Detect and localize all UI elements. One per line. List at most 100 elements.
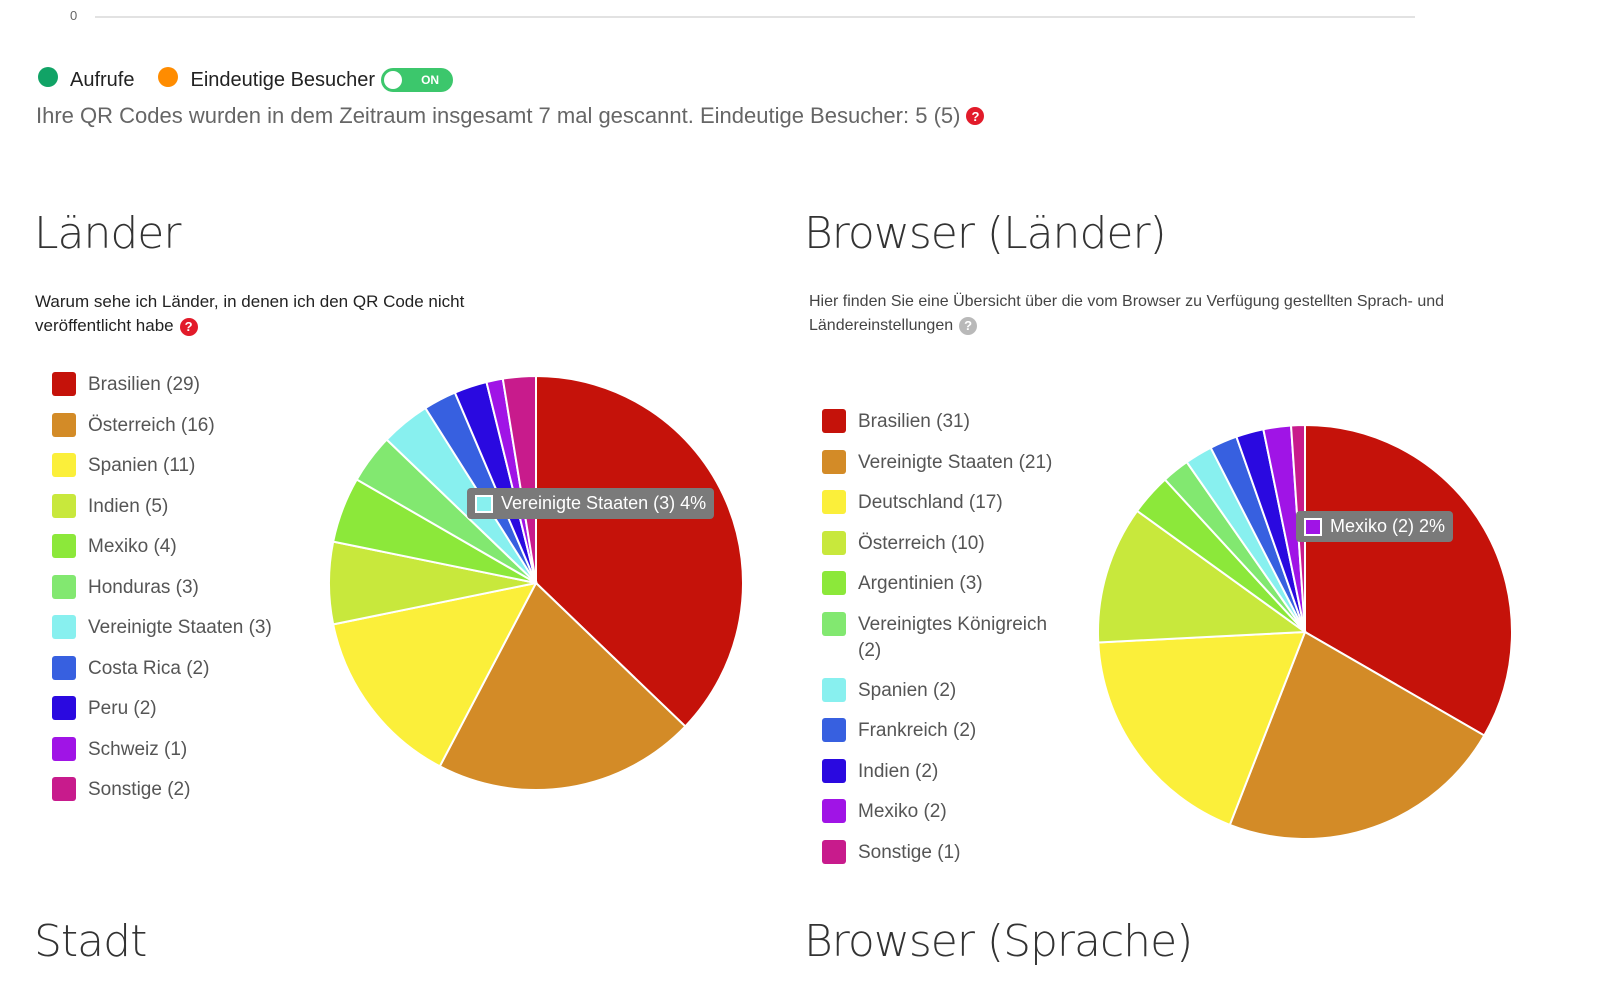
legend-label: Argentinien (3) — [858, 573, 983, 594]
laender-note: Warum sehe ich Länder, in denen ich den … — [35, 290, 505, 338]
legend-item[interactable]: Schweiz (1) — [52, 736, 272, 763]
section-title-stadt: Stadt — [34, 916, 147, 967]
section-title-browser-sprache: Browser (Sprache) — [804, 916, 1193, 967]
help-icon[interactable]: ? — [959, 316, 978, 335]
browser-laender-pie-chart[interactable] — [1097, 424, 1513, 840]
legend-label: Brasilien (31) — [858, 411, 970, 432]
pie-slice[interactable] — [501, 375, 537, 584]
legend-item[interactable]: Vereinigte Staaten (3) — [52, 615, 272, 641]
legend-label: Vereinigte Staaten (21) — [858, 451, 1053, 473]
legend-label: Vereinigte Staaten (3) — [88, 617, 272, 638]
legend-item[interactable]: Sonstige (2) — [52, 777, 272, 803]
legend-swatch-icon — [52, 534, 76, 558]
unique-visitors-toggle[interactable]: ON — [381, 68, 454, 92]
legend-swatch-icon — [52, 493, 76, 518]
legend-swatch-icon — [52, 696, 76, 720]
legend-item[interactable]: Mexiko (4) — [52, 534, 272, 560]
legend-label: Deutschland (17) — [858, 492, 1003, 513]
legend-swatch-icon — [52, 615, 76, 639]
legend-label: Costa Rica (2) — [88, 657, 210, 679]
aufrufe-dot-icon — [38, 67, 58, 87]
legend-swatch-icon — [822, 758, 846, 783]
legend-item[interactable]: Sonstige (1) — [822, 839, 1072, 866]
laender-pie-chart[interactable] — [328, 375, 744, 791]
legend-item[interactable]: Peru (2) — [52, 696, 272, 722]
browser-laender-note-text: Hier finden Sie eine Übersicht über die … — [809, 293, 1445, 334]
legend-item[interactable]: Österreich (16) — [52, 412, 272, 439]
legend-label: Honduras (3) — [88, 576, 199, 598]
legend-swatch-icon — [52, 736, 76, 761]
laender-note-text: Warum sehe ich Länder, in denen ich den … — [35, 292, 465, 335]
y-axis-zero-label: 0 — [70, 8, 78, 23]
legend-item[interactable]: Costa Rica (2) — [52, 655, 272, 682]
legend-swatch-icon — [822, 409, 846, 433]
pie-slice[interactable] — [438, 581, 687, 791]
summary-text: Ihre QR Codes wurden in dem Zeitraum ins… — [36, 103, 961, 128]
chart-tooltip: Vereinigte Staaten (3) 4% — [467, 488, 715, 519]
laender-legend: Brasilien (29) Österreich (16) Spanien (11… — [52, 372, 272, 818]
legend-label: Sonstige (2) — [88, 779, 191, 800]
chart-tooltip: Mexiko (2) 2% — [1296, 511, 1454, 542]
section-title-browser-laender: Browser (Länder) — [804, 208, 1167, 259]
besucher-dot-icon — [158, 67, 179, 87]
pie-slice[interactable] — [1228, 630, 1486, 840]
legend-label: Österreich (16) — [88, 414, 215, 436]
help-icon[interactable]: ? — [966, 107, 985, 125]
legend-item[interactable]: Honduras (3) — [52, 574, 272, 601]
legend-swatch-icon — [52, 777, 76, 801]
legend-item[interactable]: Indien (2) — [822, 758, 1072, 785]
legend-label: Vereinigtes Königreich (2) — [858, 613, 1048, 661]
legend-item[interactable]: Österreich (10) — [822, 530, 1072, 557]
pie-slice[interactable] — [1097, 509, 1308, 644]
x-axis-line — [95, 16, 1415, 18]
legend-item[interactable]: Spanien (2) — [822, 677, 1072, 704]
pie-slice[interactable] — [1304, 424, 1513, 737]
legend-label: Frankreich (2) — [858, 720, 977, 741]
legend-swatch-icon — [822, 799, 846, 823]
legend-swatch-icon — [822, 571, 846, 595]
toggle-knob — [384, 71, 403, 89]
tooltip-swatch-icon — [475, 494, 493, 513]
legend-label: Peru (2) — [88, 698, 157, 719]
legend-label: Österreich (10) — [858, 532, 985, 554]
legend-swatch-icon — [52, 412, 76, 437]
legend-item[interactable]: Deutschland (17) — [822, 490, 1072, 516]
legend-label: Indien (2) — [858, 760, 939, 782]
legend-item[interactable]: Argentinien (3) — [822, 571, 1072, 597]
browser-laender-legend: Brasilien (31) Vereinigte Staaten (21) Deu… — [822, 409, 1072, 880]
legend-swatch-icon — [822, 677, 846, 702]
legend-item[interactable]: Vereinigtes Königreich (2) — [822, 611, 1072, 664]
legend-swatch-icon — [52, 655, 76, 680]
timeline-legend: Aufrufe Eindeutige Besucher ON — [38, 66, 454, 94]
scan-summary: Ihre QR Codes wurden in dem Zeitraum ins… — [36, 103, 985, 129]
legend-swatch-icon — [822, 530, 846, 555]
legend-item[interactable]: Frankreich (2) — [822, 718, 1072, 744]
legend-eindeutige-besucher[interactable]: Eindeutige Besucher — [190, 68, 376, 91]
section-title-laender: Länder — [34, 208, 181, 259]
legend-item[interactable]: Brasilien (29) — [52, 372, 272, 398]
pie-slice[interactable] — [332, 581, 538, 768]
legend-swatch-icon — [822, 611, 846, 636]
tooltip-text: Mexiko (2) 2% — [1330, 516, 1446, 536]
legend-label: Spanien (2) — [858, 679, 957, 701]
legend-label: Brasilien (29) — [88, 374, 200, 395]
legend-aufrufe[interactable]: Aufrufe — [70, 68, 135, 91]
legend-label: Spanien (11) — [88, 455, 196, 476]
browser-laender-note: Hier finden Sie eine Übersicht über die … — [809, 290, 1539, 338]
legend-item[interactable]: Vereinigte Staaten (21) — [822, 449, 1072, 476]
legend-item[interactable]: Spanien (11) — [52, 453, 272, 479]
legend-swatch-icon — [52, 574, 76, 599]
pie-slice[interactable] — [1097, 630, 1307, 827]
legend-swatch-icon — [52, 453, 76, 477]
legend-item[interactable]: Mexiko (2) — [822, 799, 1072, 825]
legend-label: Mexiko (4) — [88, 536, 177, 557]
legend-item[interactable]: Indien (5) — [52, 493, 272, 520]
legend-swatch-icon — [52, 372, 76, 396]
legend-label: Schweiz (1) — [88, 738, 188, 760]
help-icon[interactable]: ? — [179, 317, 198, 336]
legend-label: Indien (5) — [88, 495, 169, 517]
legend-swatch-icon — [822, 490, 846, 514]
legend-item[interactable]: Brasilien (31) — [822, 409, 1072, 435]
legend-label: Sonstige (1) — [858, 841, 961, 863]
pie-slice[interactable] — [535, 375, 744, 728]
